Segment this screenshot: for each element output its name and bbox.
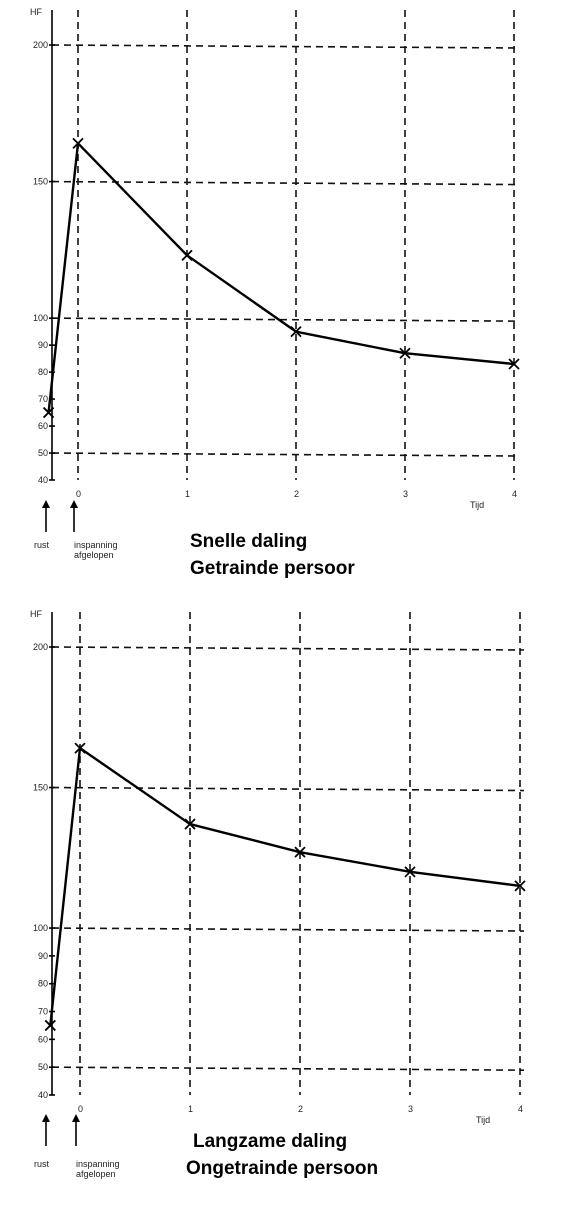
x-axis-label: Tijd: [470, 500, 484, 510]
x-tick-label: 3: [403, 489, 408, 499]
y-tick-label: 40: [38, 1090, 48, 1100]
exercise-note-line1: inspanning: [76, 1159, 120, 1169]
caption-line1: Langzame daling: [193, 1131, 347, 1152]
y-tick-label: 150: [33, 177, 48, 187]
series-line: [47, 142, 515, 413]
y-tick-label: 100: [33, 313, 48, 323]
x-axis-label: Tijd: [476, 1115, 490, 1125]
exercise-arrow-head: [70, 500, 78, 508]
caption-line2: Ongetrainde persoon: [186, 1158, 378, 1179]
x-tick-label: 3: [408, 1104, 413, 1114]
y-tick-label: 80: [38, 979, 48, 989]
x-tick-label: 2: [298, 1104, 303, 1114]
data-point-marker: [74, 742, 86, 754]
grid-line-horizontal: [51, 317, 519, 322]
x-tick-label: 4: [518, 1104, 523, 1114]
y-tick-label: 100: [33, 923, 48, 933]
y-tick-label: 90: [38, 340, 48, 350]
y-tick-label: 70: [38, 394, 48, 404]
exercise-arrow-head: [72, 1114, 80, 1122]
chart-langzame-daling: HF 200 150 100 90 80 70 60 50 40 0 1 2 3 4 Tijd rust insp…: [30, 609, 526, 1179]
y-tick-label: 90: [38, 951, 48, 961]
caption-line2: Getrainde persoor: [190, 558, 355, 579]
data-point-marker: [290, 326, 302, 338]
y-tick-label: 150: [33, 783, 48, 793]
chart-snelle-daling: HF 200 150 100 90 80 70 60 50 40 0 1 2 3 4 Tijd rust insp…: [30, 7, 520, 579]
x-tick-label: 1: [188, 1104, 193, 1114]
data-point-marker: [42, 406, 55, 419]
data-point-marker: [514, 880, 526, 892]
grid-line-horizontal: [51, 786, 525, 792]
grid-line-horizontal: [51, 1066, 525, 1071]
rest-arrow-head: [42, 500, 50, 508]
data-point-marker: [404, 866, 416, 878]
data-point-marker: [44, 1019, 56, 1032]
exercise-note-line2: afgelopen: [74, 550, 114, 560]
x-tick-label: 0: [76, 489, 81, 499]
exercise-note-line1: inspanning: [74, 540, 118, 550]
grid-line-horizontal: [51, 44, 519, 49]
rest-note: rust: [34, 540, 50, 550]
y-axis-label: HF: [30, 7, 42, 17]
y-tick-label: 50: [38, 448, 48, 458]
y-tick-label: 70: [38, 1007, 48, 1017]
exercise-note-line2: afgelopen: [76, 1169, 116, 1179]
y-axis-label: HF: [30, 609, 42, 619]
series-line: [49, 746, 521, 1026]
x-tick-label: 4: [512, 489, 517, 499]
caption-line1: Snelle daling: [190, 531, 307, 552]
rest-arrow-head: [42, 1114, 50, 1122]
data-point-marker: [181, 249, 193, 261]
y-tick-label: 60: [38, 1034, 48, 1044]
data-point-marker: [184, 818, 196, 830]
x-tick-label: 2: [294, 489, 299, 499]
x-tick-label: 1: [185, 489, 190, 499]
grid-line-horizontal: [51, 646, 525, 651]
y-tick-label: 60: [38, 421, 48, 431]
y-tick-label: 80: [38, 367, 48, 377]
grid-line-horizontal: [51, 927, 525, 932]
y-tick-label: 50: [38, 1062, 48, 1072]
data-point-marker: [508, 358, 520, 370]
y-tick-label: 40: [38, 475, 48, 485]
y-tick-label: 200: [33, 642, 48, 652]
data-point-marker: [72, 137, 84, 149]
data-point-marker: [294, 846, 306, 858]
grid-line-horizontal: [51, 452, 519, 457]
x-tick-label: 0: [78, 1104, 83, 1114]
rest-note: rust: [34, 1159, 50, 1169]
grid-line-horizontal: [51, 180, 519, 186]
data-point-marker: [399, 347, 411, 359]
y-tick-label: 200: [33, 40, 48, 50]
